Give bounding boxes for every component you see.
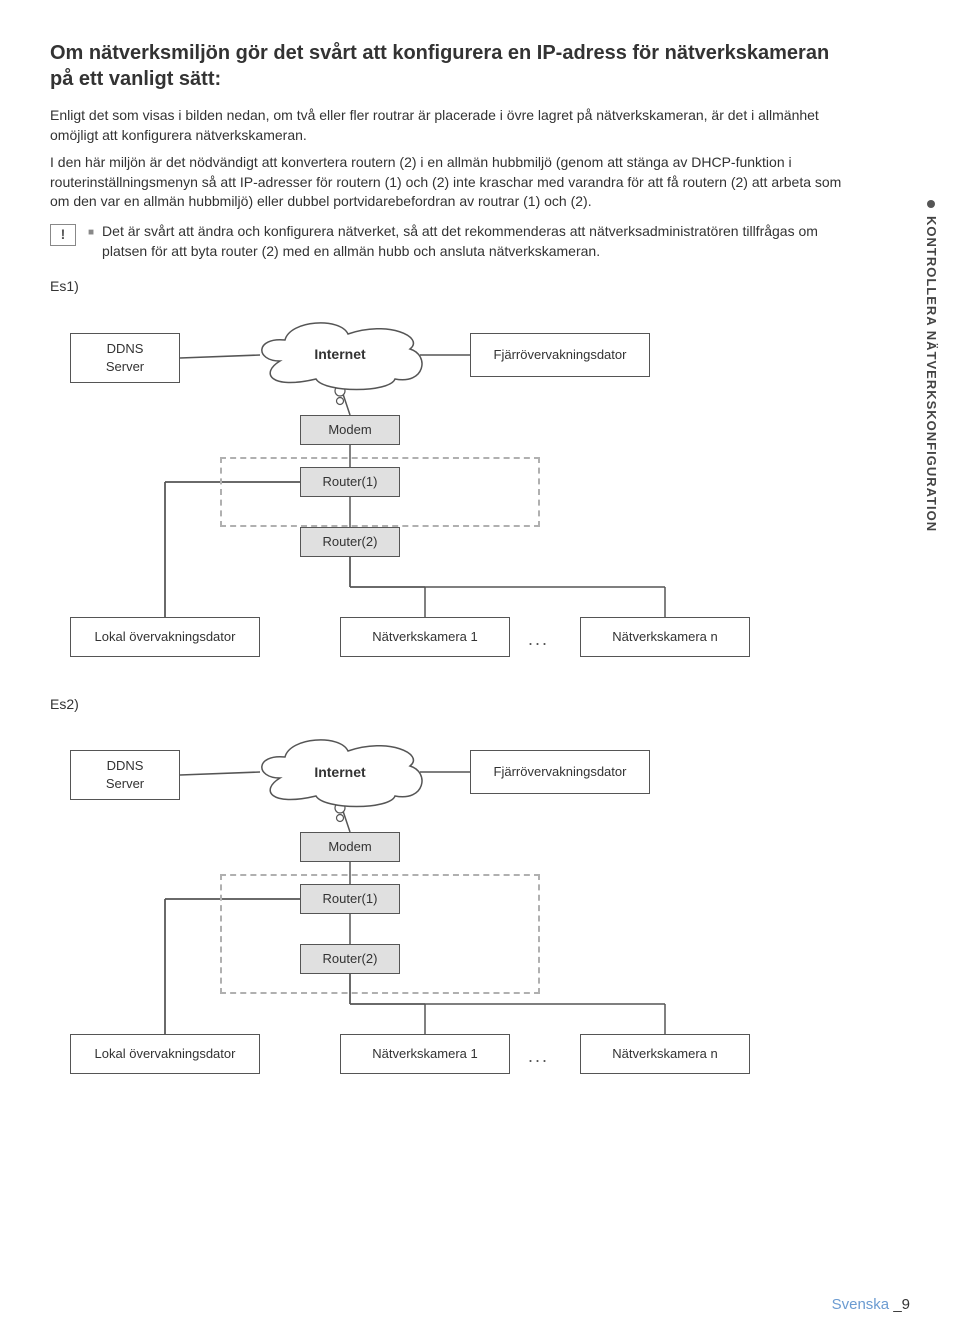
node-internet-cloud: Internet [260, 742, 420, 802]
node-internet-cloud: Internet [260, 325, 420, 385]
ellipsis: ... [528, 1044, 549, 1069]
node-camera-n: Nätverkskamera n [580, 1034, 750, 1074]
note-content: Det är svårt att ändra och konfigurera n… [102, 222, 850, 261]
node-camera-1: Nätverkskamera 1 [340, 617, 510, 657]
node-router-2: Router(2) [300, 944, 400, 974]
page-footer: Svenska _9 [832, 1294, 910, 1315]
footer-page: _9 [893, 1296, 910, 1313]
note-row: ! Det är svårt att ändra och konfigurera… [50, 222, 850, 261]
es2-label: Es2) [50, 695, 910, 715]
note-text: Det är svårt att ändra och konfigurera n… [88, 222, 850, 261]
node-camera-1: Nätverkskamera 1 [340, 1034, 510, 1074]
paragraph-1: Enligt det som visas i bilden nedan, om … [50, 106, 910, 145]
note-icon: ! [50, 224, 76, 246]
node-local-monitor: Lokal övervakningsdator [70, 1034, 260, 1074]
node-remote-monitor: Fjärrövervakningsdator [470, 750, 650, 794]
diagram-es2: DDNS Server Internet Fjärrövervakningsdato… [50, 714, 810, 1094]
es1-label: Es1) [50, 277, 910, 297]
node-router-2: Router(2) [300, 527, 400, 557]
node-remote-monitor: Fjärrövervakningsdator [470, 333, 650, 377]
node-router-1: Router(1) [300, 467, 400, 497]
footer-lang: Svenska [832, 1296, 890, 1313]
node-ddns-server: DDNS Server [70, 750, 180, 800]
node-local-monitor: Lokal övervakningsdator [70, 617, 260, 657]
side-tab: KONTROLLERA NÄTVERKSKONFIGURATION [922, 200, 940, 532]
page-title: Om nätverksmiljön gör det svårt att konf… [50, 40, 910, 92]
node-ddns-server: DDNS Server [70, 333, 180, 383]
node-router-1: Router(1) [300, 884, 400, 914]
node-modem: Modem [300, 832, 400, 862]
paragraph-2: I den här miljön är det nödvändigt att k… [50, 153, 910, 212]
ellipsis: ... [528, 627, 549, 652]
diagram-es1: DDNS Server Internet Fjärrövervakningsdato… [50, 297, 810, 677]
node-camera-n: Nätverkskamera n [580, 617, 750, 657]
node-modem: Modem [300, 415, 400, 445]
